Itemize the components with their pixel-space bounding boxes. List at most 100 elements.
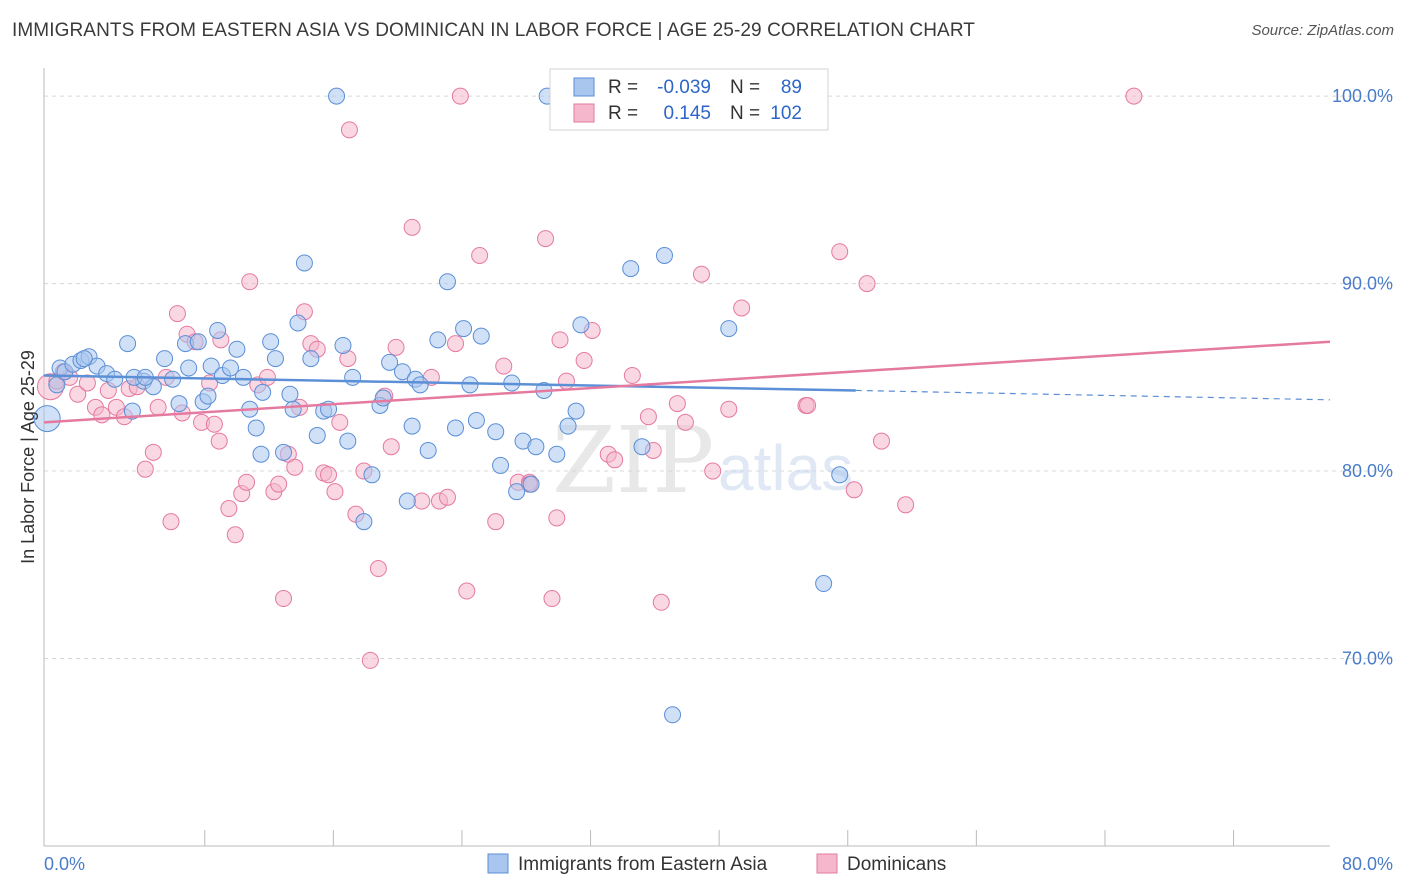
point-eastern-asia[interactable] [567, 402, 585, 420]
point-dominicans[interactable] [720, 400, 738, 418]
point-dominicans[interactable] [471, 246, 489, 264]
point-dominicans[interactable] [639, 408, 657, 426]
point-eastern-asia[interactable] [254, 383, 272, 401]
point-dominicans[interactable] [858, 275, 876, 293]
point-eastern-asia[interactable] [164, 370, 182, 388]
point-eastern-asia[interactable] [247, 419, 265, 437]
point-dominicans[interactable] [286, 458, 304, 476]
series-legend-label-blue[interactable]: Immigrants from Eastern Asia [518, 854, 768, 875]
point-dominicans[interactable] [606, 451, 624, 469]
point-eastern-asia[interactable] [344, 368, 362, 386]
point-eastern-asia[interactable] [302, 350, 320, 368]
point-dominicans[interactable] [676, 413, 694, 431]
point-eastern-asia[interactable] [252, 445, 270, 463]
point-eastern-asia[interactable] [119, 335, 137, 353]
point-eastern-asia[interactable] [180, 359, 198, 377]
point-dominicans[interactable] [551, 331, 569, 349]
point-eastern-asia[interactable] [508, 483, 526, 501]
point-dominicans[interactable] [495, 357, 513, 375]
point-dominicans[interactable] [144, 443, 162, 461]
point-eastern-asia[interactable] [363, 466, 381, 484]
point-dominicans[interactable] [326, 483, 344, 501]
point-eastern-asia[interactable] [199, 387, 217, 405]
point-eastern-asia[interactable] [334, 336, 352, 354]
point-eastern-asia[interactable] [189, 333, 207, 351]
point-dominicans[interactable] [149, 398, 167, 416]
point-dominicans[interactable] [543, 590, 561, 608]
point-eastern-asia[interactable] [633, 438, 651, 456]
point-dominicans[interactable] [692, 265, 710, 283]
point-eastern-asia[interactable] [467, 411, 485, 429]
point-dominicans[interactable] [799, 396, 817, 414]
point-eastern-asia[interactable] [281, 385, 299, 403]
point-eastern-asia[interactable] [815, 575, 833, 593]
point-eastern-asia[interactable] [123, 402, 141, 420]
point-dominicans[interactable] [537, 230, 555, 248]
point-eastern-asia[interactable] [559, 417, 577, 435]
point-eastern-asia[interactable] [275, 443, 293, 461]
point-dominicans[interactable] [78, 374, 96, 392]
point-dominicans[interactable] [387, 338, 405, 356]
point-eastern-asia[interactable] [381, 353, 399, 371]
point-eastern-asia[interactable] [487, 423, 505, 441]
point-eastern-asia[interactable] [75, 350, 93, 368]
point-eastern-asia[interactable] [374, 389, 392, 407]
point-dominicans[interactable] [340, 121, 358, 139]
point-eastern-asia[interactable] [438, 273, 456, 291]
point-eastern-asia[interactable] [228, 340, 246, 358]
point-eastern-asia[interactable] [455, 320, 473, 338]
series-legend-swatch-blue[interactable] [487, 853, 509, 874]
point-eastern-asia[interactable] [398, 492, 416, 510]
point-eastern-asia[interactable] [522, 475, 540, 493]
point-dominicans[interactable] [403, 218, 421, 236]
point-dominicans[interactable] [258, 368, 276, 386]
point-dominicans[interactable] [897, 496, 915, 514]
point-eastern-asia[interactable] [393, 363, 411, 381]
point-dominicans[interactable] [210, 432, 228, 450]
point-eastern-asia[interactable] [156, 350, 174, 368]
point-dominicans[interactable] [652, 593, 670, 611]
point-eastern-asia[interactable] [720, 320, 738, 338]
point-eastern-asia[interactable] [622, 260, 640, 278]
point-dominicans[interactable] [275, 590, 293, 608]
point-dominicans[interactable] [220, 500, 238, 518]
point-dominicans[interactable] [557, 372, 575, 390]
point-eastern-asia[interactable] [403, 417, 421, 435]
point-dominicans[interactable] [93, 406, 111, 424]
point-eastern-asia[interactable] [572, 316, 590, 334]
point-dominicans[interactable] [238, 473, 256, 491]
point-dominicans[interactable] [205, 415, 223, 433]
point-dominicans[interactable] [413, 492, 431, 510]
point-eastern-asia[interactable] [221, 359, 239, 377]
point-dominicans[interactable] [241, 273, 259, 291]
point-eastern-asia[interactable] [419, 441, 437, 459]
point-eastern-asia[interactable] [461, 376, 479, 394]
point-eastern-asia[interactable] [429, 331, 447, 349]
point-eastern-asia[interactable] [262, 333, 280, 351]
series-legend-swatch-pink[interactable] [816, 853, 838, 874]
point-eastern-asia[interactable] [170, 395, 188, 413]
point-dominicans[interactable] [136, 460, 154, 478]
point-eastern-asia[interactable] [295, 254, 313, 272]
point-dominicans[interactable] [382, 438, 400, 456]
point-dominicans[interactable] [320, 466, 338, 484]
point-eastern-asia[interactable] [655, 246, 673, 264]
point-eastern-asia[interactable] [106, 370, 124, 388]
series-legend-label-pink[interactable]: Dominicans [847, 854, 946, 875]
point-dominicans[interactable] [575, 351, 593, 369]
point-eastern-asia[interactable] [289, 314, 307, 332]
point-dominicans[interactable] [361, 651, 379, 669]
point-dominicans[interactable] [704, 462, 722, 480]
point-dominicans[interactable] [369, 560, 387, 578]
point-eastern-asia[interactable] [202, 357, 220, 375]
point-eastern-asia[interactable] [308, 426, 326, 444]
point-eastern-asia[interactable] [328, 87, 346, 105]
point-eastern-asia[interactable] [411, 376, 429, 394]
point-eastern-asia[interactable] [447, 419, 465, 437]
point-dominicans[interactable] [623, 366, 641, 384]
point-dominicans[interactable] [458, 582, 476, 600]
point-dominicans[interactable] [69, 385, 87, 403]
point-eastern-asia[interactable] [234, 368, 252, 386]
point-eastern-asia[interactable] [266, 350, 284, 368]
point-eastern-asia[interactable] [548, 445, 566, 463]
